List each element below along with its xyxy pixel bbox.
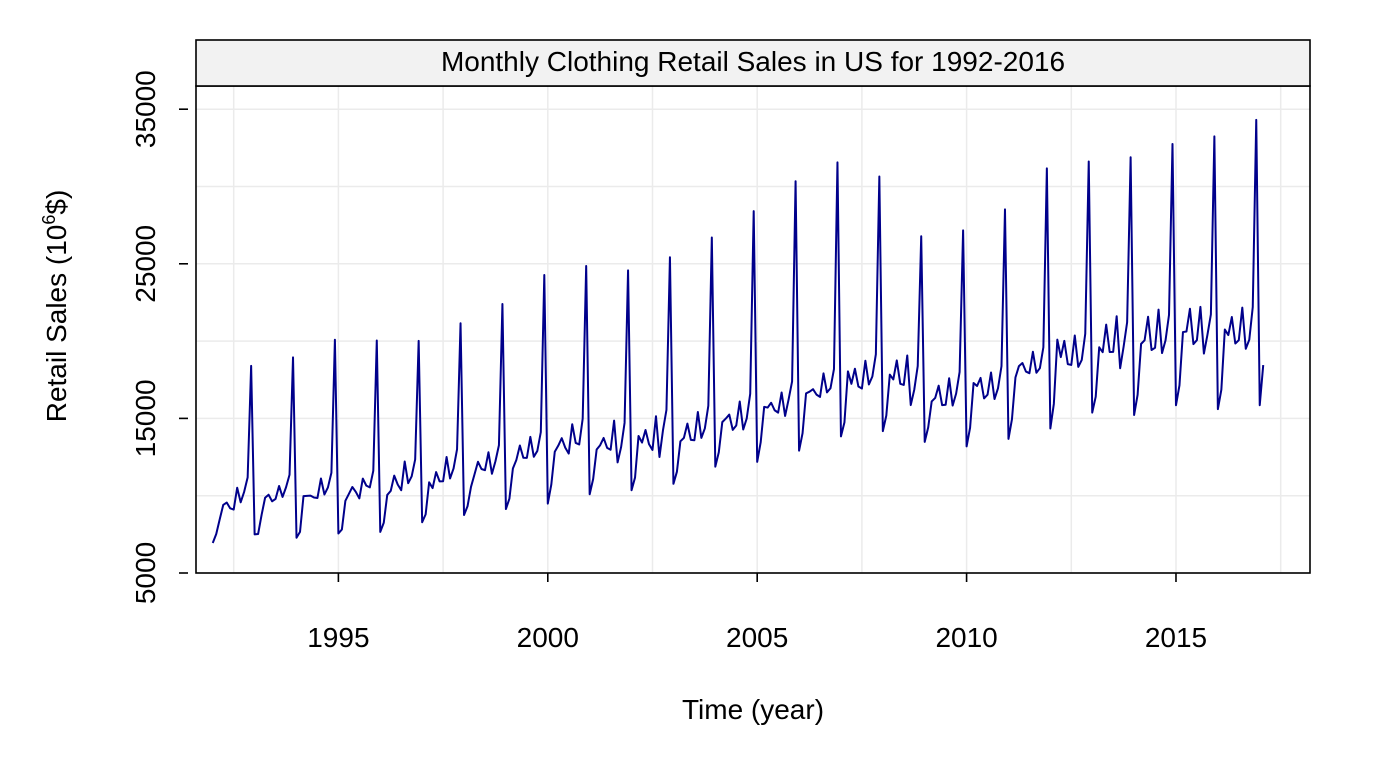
- x-axis: 1995 2000 2005 2010 2015: [307, 573, 1207, 653]
- x-tick-label: 2000: [517, 622, 579, 653]
- x-tick-label: 2010: [935, 622, 997, 653]
- chart-title: Monthly Clothing Retail Sales in US for …: [441, 46, 1065, 77]
- x-tick-label: 2015: [1145, 622, 1207, 653]
- y-axis-title: Retail Sales (106$): [39, 190, 72, 423]
- y-tick-label: 35000: [130, 70, 161, 148]
- x-axis-title: Time (year): [682, 694, 824, 725]
- series-line: [211, 118, 1265, 544]
- y-axis-title-prefix: Retail Sales (10: [41, 225, 72, 423]
- y-tick-label: 5000: [130, 542, 161, 604]
- y-axis: 5000 15000 25000 35000: [130, 70, 188, 604]
- y-axis-title-exponent: 6: [39, 215, 59, 225]
- y-tick-label: 15000: [130, 379, 161, 457]
- y-axis-title-suffix: $): [41, 190, 72, 215]
- x-tick-label: 1995: [307, 622, 369, 653]
- y-tick-label: 25000: [130, 225, 161, 303]
- plot-panel: [196, 86, 1310, 573]
- title-strip: [195, 39, 1311, 87]
- x-tick-label: 2005: [726, 622, 788, 653]
